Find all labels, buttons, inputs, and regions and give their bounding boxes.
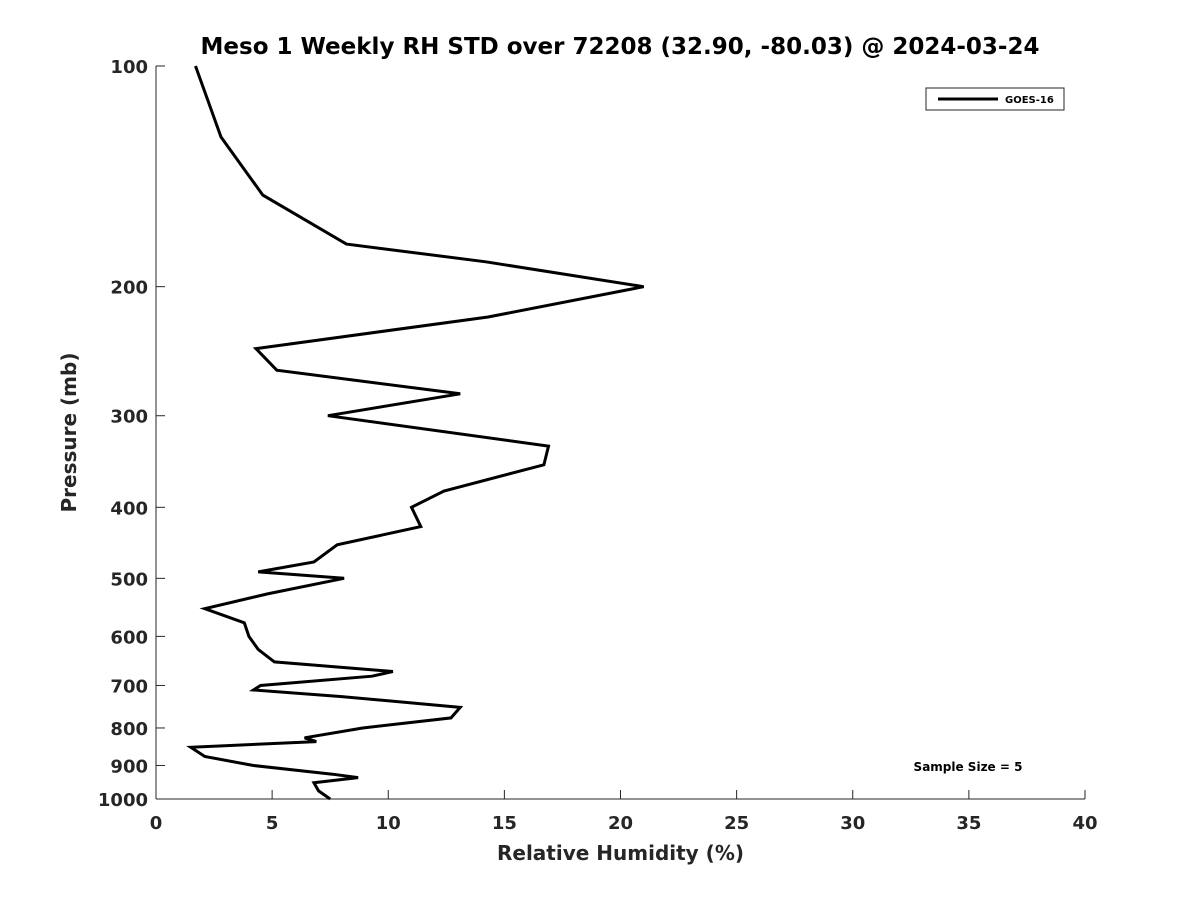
chart-title: Meso 1 Weekly RH STD over 72208 (32.90, …: [201, 34, 1040, 60]
x-axis-label: Relative Humidity (%): [497, 841, 744, 865]
y-tick-label: 700: [110, 676, 148, 697]
x-tick-label: 35: [956, 813, 981, 834]
x-tick-label: 5: [266, 813, 279, 834]
sample-size-annotation: Sample Size = 5: [914, 760, 1023, 774]
y-tick-label: 100: [110, 57, 148, 78]
y-tick-label: 300: [110, 407, 148, 428]
y-tick-label: 800: [110, 719, 148, 740]
x-axis-ticks: 0 5 10 15 20 25 30 35 40: [150, 790, 1098, 834]
x-tick-label: 25: [724, 813, 749, 834]
legend-label-goes-16: GOES-16: [1005, 95, 1054, 106]
y-tick-label: 200: [110, 278, 148, 299]
y-tick-label: 1000: [98, 790, 148, 811]
x-tick-label: 10: [376, 813, 401, 834]
y-tick-label: 400: [110, 498, 148, 519]
x-tick-label: 0: [150, 813, 163, 834]
y-tick-label: 900: [110, 756, 148, 777]
y-axis-ticks: 100 200 300 400 500 600 700 800 900 1000: [98, 57, 165, 811]
y-tick-label: 500: [110, 569, 148, 590]
y-axis-label: Pressure (mb): [57, 353, 81, 513]
series-group: [186, 65, 644, 801]
x-tick-label: 15: [492, 813, 517, 834]
x-tick-label: 30: [840, 813, 865, 834]
x-tick-label: 20: [608, 813, 633, 834]
plot-area: 0 5 10 15 20 25 30 35 40 100 200 300 400 500 600 700 80…: [98, 57, 1098, 834]
y-tick-label: 600: [110, 627, 148, 648]
x-tick-label: 40: [1072, 813, 1097, 834]
series-line-goes-16: [186, 65, 644, 801]
legend: GOES-16: [925, 87, 1065, 111]
